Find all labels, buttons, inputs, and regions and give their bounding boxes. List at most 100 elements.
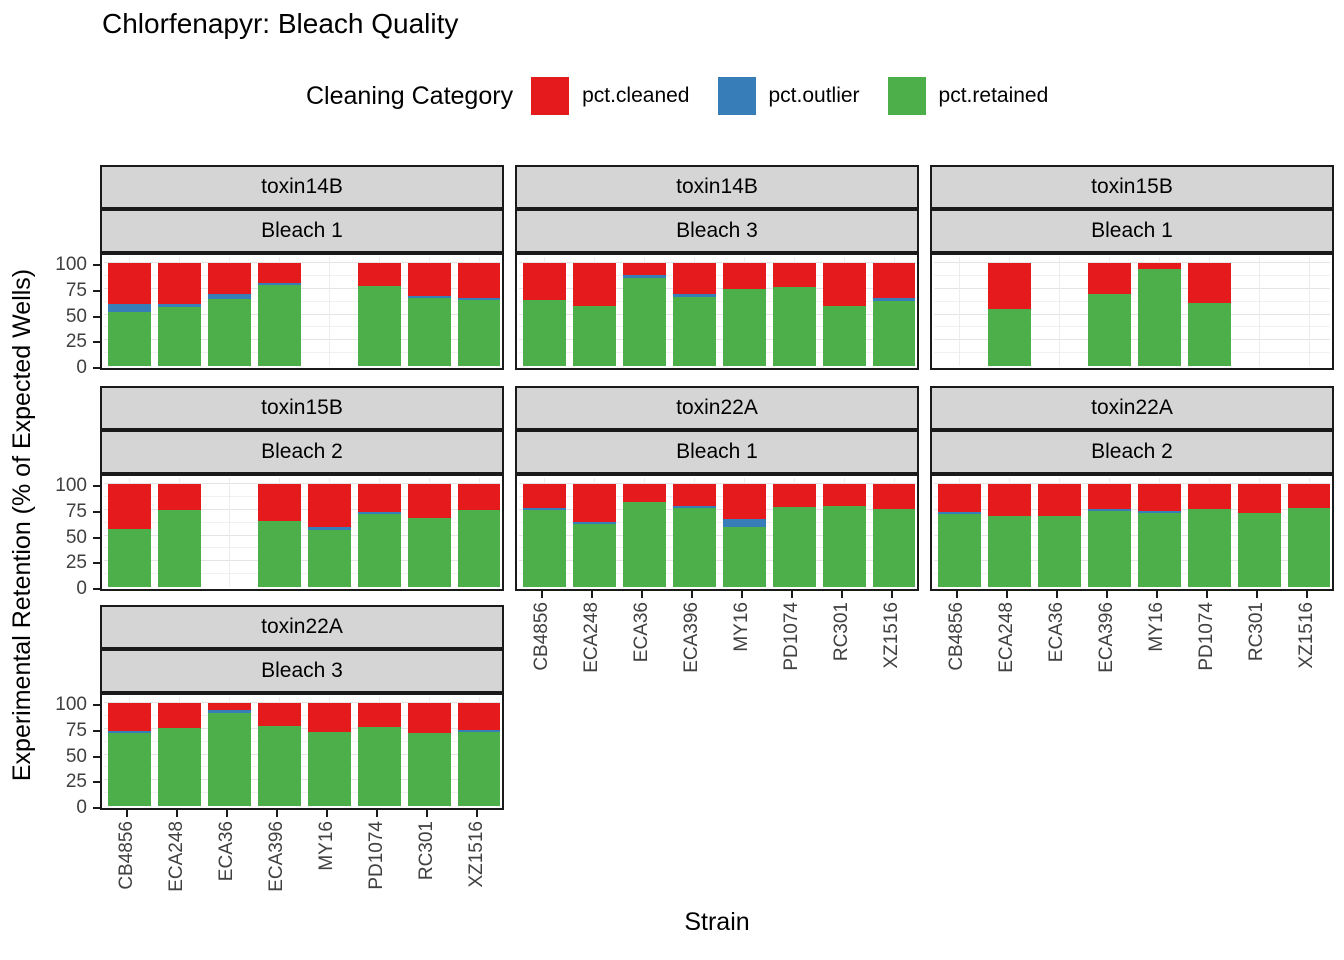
legend-swatch [531, 77, 570, 115]
bar-segment-pct.outlier [157, 304, 201, 308]
bar-segment-pct.retained [257, 284, 301, 366]
y-axis-tick [93, 315, 100, 318]
y-axis-tick-label: 75 [65, 279, 87, 301]
bar-segment-pct.outlier [672, 505, 716, 508]
bar-segment-pct.retained [722, 288, 766, 366]
x-axis-tick [226, 810, 228, 817]
bar-segment-pct.retained [872, 301, 915, 366]
bar-segment-pct.cleaned [872, 484, 915, 509]
bar-toxin14B-Bleach3-ECA36 [622, 263, 666, 366]
x-axis-label-wrap: RC301 [1246, 602, 1268, 712]
x-axis-tick-label-CB4856: CB4856 [531, 602, 552, 671]
x-axis-tick [891, 591, 893, 598]
bar-segment-pct.retained [357, 285, 401, 366]
gridline-h [104, 287, 500, 289]
bar-segment-pct.retained [822, 306, 866, 366]
x-axis-label-wrap: ECA36 [1046, 602, 1068, 712]
gridline-h [519, 287, 915, 289]
y-axis-tick-label: 100 [55, 475, 87, 496]
gridline-h [104, 521, 500, 523]
bar-segment-pct.retained [207, 299, 251, 366]
gridline-h [519, 521, 915, 523]
x-axis-tick [1256, 591, 1258, 598]
x-axis-tick [956, 591, 958, 598]
y-axis-tick [93, 341, 100, 344]
bar-segment-pct.cleaned [107, 703, 151, 731]
bar-segment-pct.cleaned [1237, 484, 1281, 513]
bar-segment-pct.cleaned [357, 263, 401, 286]
facet-strip-toxin-toxin22A-Bleach3: toxin22A [100, 605, 504, 649]
x-axis-tick-label-ECA396: ECA396 [681, 602, 702, 673]
y-axis-tick [93, 289, 100, 292]
y-axis-tick-label: 50 [65, 305, 87, 327]
bar-segment-pct.retained [457, 731, 500, 806]
bar-segment-pct.cleaned [407, 484, 451, 518]
bar-segment-pct.retained [522, 509, 566, 587]
gridline-h [104, 326, 500, 328]
bar-toxin22A-Bleach1-MY16 [722, 484, 766, 587]
y-axis-tick [93, 264, 100, 266]
x-axis-label-wrap: CB4856 [946, 602, 968, 712]
gridline-h [934, 573, 1330, 575]
bar-toxin15B-Bleach1-ECA248 [987, 263, 1031, 366]
x-axis-label-wrap: ECA396 [681, 602, 703, 712]
panel-inner-toxin22A-Bleach3 [104, 697, 500, 806]
bar-toxin14B-Bleach3-PD1074 [772, 263, 816, 366]
x-axis-tick [1156, 591, 1158, 598]
x-axis-tick-label-RC301: RC301 [831, 602, 852, 662]
bar-segment-pct.outlier [307, 527, 351, 531]
y-axis-tick [93, 562, 100, 565]
bar-toxin22A-Bleach1-ECA396 [672, 484, 716, 587]
bar-toxin22A-Bleach3-PD1074 [357, 703, 401, 806]
bar-toxin22A-Bleach3-XZ1516 [457, 703, 500, 806]
gridline-h [519, 326, 915, 328]
bar-segment-pct.cleaned [1187, 263, 1231, 304]
gridline-h [519, 262, 915, 263]
bar-segment-pct.retained [157, 307, 201, 366]
x-axis-tick [691, 591, 693, 598]
bar-toxin22A-Bleach1-ECA36 [622, 484, 666, 587]
x-axis-tick-label-MY16: MY16 [731, 602, 752, 652]
bar-segment-pct.cleaned [257, 703, 301, 726]
x-axis-tick-label-ECA36: ECA36 [631, 602, 652, 663]
bar-segment-pct.cleaned [722, 263, 766, 289]
legend-swatch [887, 77, 926, 115]
bar-segment-pct.retained [1187, 303, 1231, 366]
bar-segment-pct.retained [257, 521, 301, 587]
bar-segment-pct.outlier [107, 730, 151, 733]
legend-label: pct.retained [938, 84, 1049, 107]
bar-segment-pct.cleaned [457, 263, 500, 299]
bar-segment-pct.outlier [457, 729, 500, 732]
x-axis-tick [1056, 591, 1058, 598]
bar-segment-pct.outlier [622, 275, 666, 279]
bar-segment-pct.cleaned [622, 484, 666, 502]
bar-segment-pct.cleaned [772, 484, 816, 507]
y-axis-tick-label: 100 [55, 254, 87, 275]
bar-toxin22A-Bleach1-XZ1516 [872, 484, 915, 587]
bar-segment-pct.cleaned [207, 263, 251, 294]
x-axis-tick [841, 591, 843, 598]
gridline-h [104, 274, 500, 276]
bar-segment-pct.retained [822, 505, 866, 587]
bar-segment-pct.cleaned [157, 703, 201, 728]
bar-segment-pct.retained [937, 513, 981, 587]
y-axis-tick [93, 588, 100, 590]
gridline-h [934, 339, 1330, 341]
x-axis-tick [1306, 591, 1308, 598]
x-axis-label-wrap: ECA36 [631, 602, 653, 712]
x-axis-tick-label-MY16: MY16 [1146, 602, 1167, 652]
gridline-h [934, 508, 1330, 510]
bar-segment-pct.cleaned [622, 263, 666, 276]
facet-panel-toxin22A-Bleach3 [100, 693, 504, 810]
bar-toxin22A-Bleach2-CB4856 [937, 484, 981, 587]
gridline-v [1258, 257, 1260, 366]
facet-strip-toxin-toxin15B-Bleach2: toxin15B [100, 386, 504, 430]
x-axis-label-wrap: MY16 [1146, 602, 1168, 712]
bar-segment-pct.retained [407, 732, 451, 806]
facet-strip-bleach-toxin15B-Bleach2: Bleach 2 [100, 430, 504, 474]
x-axis-label-wrap: ECA248 [581, 602, 603, 712]
bar-segment-pct.retained [987, 309, 1031, 366]
bar-toxin15B-Bleach2-ECA248 [157, 484, 201, 587]
bar-segment-pct.outlier [672, 293, 716, 297]
bar-toxin15B-Bleach1-ECA396 [1087, 263, 1131, 366]
